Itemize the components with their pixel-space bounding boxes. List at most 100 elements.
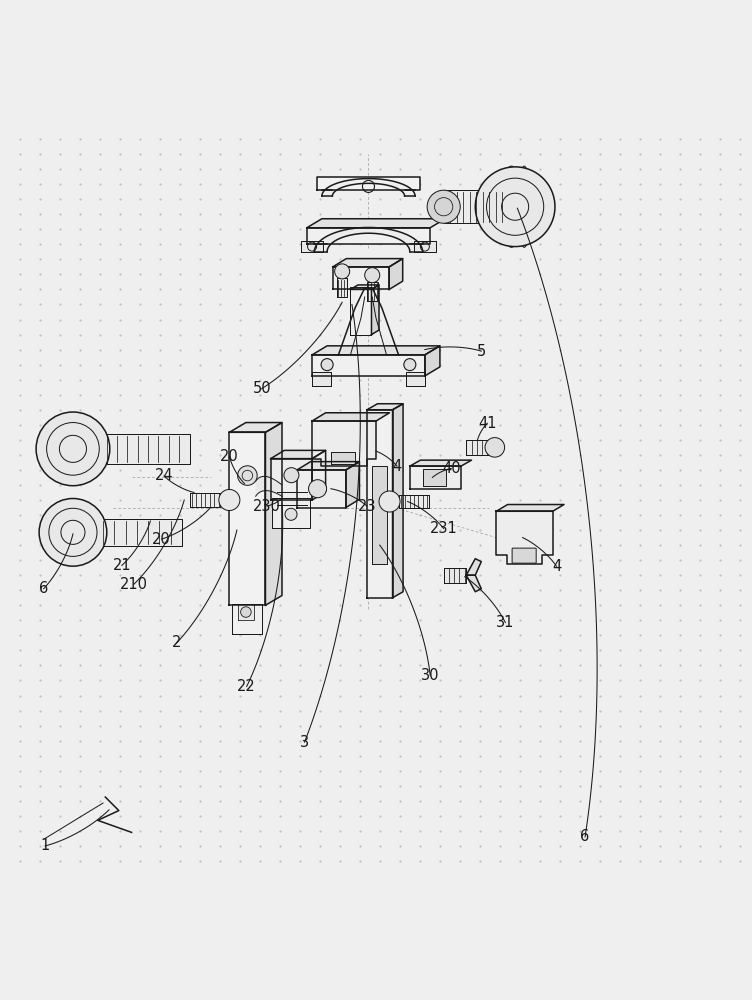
Point bbox=[434, 763, 446, 779]
Point bbox=[654, 763, 666, 779]
Point bbox=[634, 793, 646, 809]
Point bbox=[534, 672, 546, 688]
Point bbox=[334, 342, 346, 358]
Point bbox=[334, 417, 346, 433]
Point bbox=[134, 853, 146, 869]
Point bbox=[654, 251, 666, 267]
Point bbox=[174, 447, 186, 463]
Point bbox=[394, 672, 406, 688]
Point bbox=[694, 492, 706, 508]
Point bbox=[214, 281, 226, 297]
Point bbox=[514, 778, 526, 794]
Point bbox=[594, 312, 606, 328]
Point bbox=[214, 266, 226, 282]
Point bbox=[434, 236, 446, 252]
Point bbox=[14, 357, 26, 373]
Point bbox=[634, 823, 646, 839]
Point bbox=[114, 657, 126, 673]
Point bbox=[454, 552, 466, 568]
Point bbox=[494, 823, 506, 839]
Point bbox=[94, 191, 106, 207]
Point bbox=[54, 281, 66, 297]
Point bbox=[654, 612, 666, 628]
Point bbox=[274, 281, 286, 297]
Point bbox=[254, 537, 266, 553]
Point bbox=[334, 582, 346, 598]
Point bbox=[394, 357, 406, 373]
Point bbox=[154, 372, 166, 388]
Point bbox=[494, 522, 506, 538]
Point bbox=[234, 492, 246, 508]
Point bbox=[34, 161, 46, 177]
Point bbox=[254, 176, 266, 192]
Point bbox=[134, 823, 146, 839]
Point bbox=[34, 417, 46, 433]
Point bbox=[494, 582, 506, 598]
Point bbox=[314, 477, 326, 493]
Point bbox=[234, 477, 246, 493]
Point bbox=[194, 342, 206, 358]
Point bbox=[574, 688, 586, 704]
Point bbox=[434, 296, 446, 312]
Point bbox=[674, 522, 686, 538]
Point bbox=[294, 763, 306, 779]
Point bbox=[234, 432, 246, 448]
Point bbox=[274, 763, 286, 779]
Point bbox=[674, 642, 686, 658]
Point bbox=[194, 582, 206, 598]
Point bbox=[214, 236, 226, 252]
Point bbox=[294, 492, 306, 508]
Point bbox=[434, 612, 446, 628]
Point bbox=[94, 266, 106, 282]
Point bbox=[214, 537, 226, 553]
Point bbox=[214, 492, 226, 508]
Point bbox=[634, 462, 646, 478]
Point bbox=[554, 763, 566, 779]
Point bbox=[34, 191, 46, 207]
Point bbox=[734, 342, 746, 358]
Point bbox=[114, 146, 126, 162]
Point bbox=[34, 582, 46, 598]
Point bbox=[314, 312, 326, 328]
Point bbox=[374, 342, 386, 358]
Point bbox=[474, 507, 486, 523]
Point bbox=[734, 567, 746, 583]
Point bbox=[474, 206, 486, 222]
Point bbox=[214, 823, 226, 839]
Point bbox=[594, 266, 606, 282]
FancyBboxPatch shape bbox=[512, 548, 536, 563]
Point bbox=[334, 432, 346, 448]
Point bbox=[474, 372, 486, 388]
Point bbox=[394, 342, 406, 358]
Point bbox=[54, 312, 66, 328]
Point bbox=[134, 131, 146, 147]
Point bbox=[254, 161, 266, 177]
Point bbox=[694, 582, 706, 598]
Polygon shape bbox=[322, 179, 415, 196]
Point bbox=[114, 597, 126, 613]
Point bbox=[74, 402, 86, 418]
Point bbox=[354, 733, 366, 749]
Point bbox=[714, 688, 726, 704]
Point bbox=[214, 417, 226, 433]
Point bbox=[74, 507, 86, 523]
Point bbox=[574, 808, 586, 824]
Point bbox=[54, 838, 66, 854]
Point bbox=[434, 823, 446, 839]
Point bbox=[54, 778, 66, 794]
Polygon shape bbox=[423, 469, 446, 486]
Point bbox=[54, 266, 66, 282]
Point bbox=[354, 402, 366, 418]
Point bbox=[554, 733, 566, 749]
Point bbox=[694, 266, 706, 282]
Point bbox=[334, 296, 346, 312]
Point bbox=[494, 748, 506, 764]
Point bbox=[234, 838, 246, 854]
Point bbox=[634, 492, 646, 508]
Point bbox=[414, 236, 426, 252]
Point bbox=[634, 567, 646, 583]
Circle shape bbox=[39, 498, 107, 566]
Circle shape bbox=[365, 268, 380, 283]
Point bbox=[314, 221, 326, 237]
Point bbox=[34, 703, 46, 719]
